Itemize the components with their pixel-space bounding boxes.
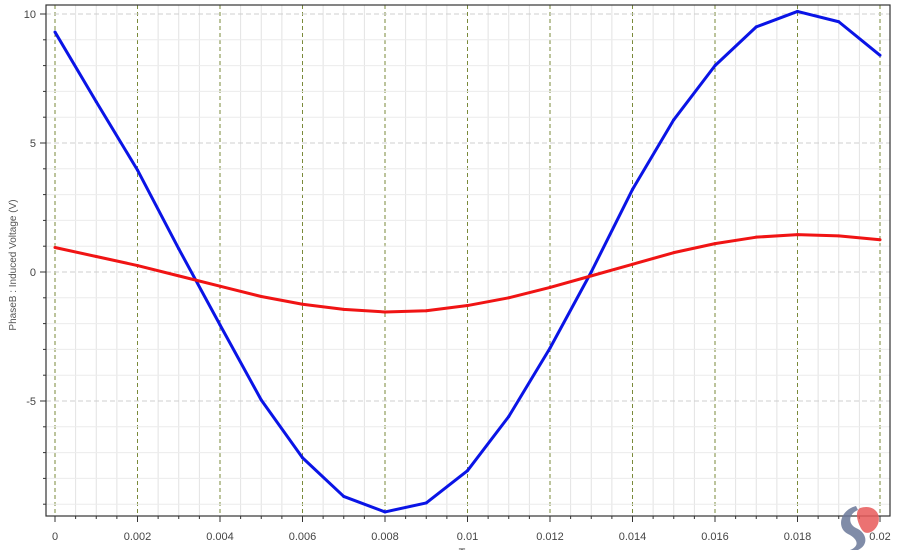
data-point: [631, 262, 634, 266]
y-axis-label: PhaseB : Induced Voltage (V): [8, 199, 19, 330]
data-point: [177, 247, 181, 251]
y-tick-label: 0: [30, 267, 36, 279]
data-point: [218, 323, 222, 327]
data-point: [259, 295, 263, 299]
data-point: [383, 310, 387, 314]
data-point: [342, 307, 346, 311]
x-tick-label: 0.006: [289, 531, 317, 543]
x-tick-label: 0: [52, 531, 58, 543]
data-point: [94, 100, 98, 104]
data-point: [713, 242, 717, 246]
data-point: [136, 264, 139, 268]
data-point: [53, 30, 57, 34]
watermark-logo-icon: [841, 506, 879, 550]
x-tick-label: 0.016: [701, 531, 729, 543]
data-point: [631, 187, 634, 191]
data-point: [301, 456, 304, 460]
data-point: [259, 398, 263, 402]
data-point: [672, 118, 676, 122]
x-tick-label: 0.01: [457, 531, 478, 543]
series: [53, 9, 882, 514]
data-point: [342, 494, 346, 498]
data-point: [94, 255, 98, 259]
data-point: [878, 53, 882, 57]
data-point: [878, 238, 882, 242]
data-point: [53, 245, 57, 249]
x-tick-label: 0.008: [371, 531, 399, 543]
x-tick-label: 0.004: [206, 531, 234, 543]
data-point: [424, 309, 428, 313]
y-tick-label: 5: [30, 138, 36, 150]
data-point: [177, 274, 181, 278]
data-point: [383, 510, 387, 514]
x-tick-label: 0.012: [536, 531, 564, 543]
data-point: [301, 302, 304, 306]
data-point: [507, 414, 511, 418]
x-axis-label: T: [459, 547, 466, 550]
y-tick-label: 10: [24, 9, 36, 21]
data-point: [672, 251, 676, 255]
data-point: [548, 346, 552, 350]
data-point: [507, 296, 511, 300]
data-point: [136, 168, 139, 172]
data-point: [837, 234, 841, 238]
data-point: [548, 285, 552, 289]
data-point: [424, 501, 428, 505]
ticks: 0 0.002 0.004 0.006 0.008 0.01 0.012 0.014 0.016…: [24, 9, 891, 543]
data-point: [466, 469, 469, 473]
data-point: [796, 233, 799, 237]
data-point: [589, 274, 593, 278]
grid: [46, 5, 890, 516]
x-tick-label: 0.018: [784, 531, 812, 543]
data-point: [796, 9, 799, 13]
data-point: [589, 270, 593, 274]
x-tick-label: 0.02: [869, 531, 890, 543]
data-point: [218, 284, 222, 288]
data-point: [713, 64, 717, 68]
data-point: [754, 235, 758, 239]
data-point: [837, 20, 841, 24]
data-point: [754, 25, 758, 29]
y-tick-label: -5: [26, 396, 36, 408]
data-point: [466, 304, 469, 308]
x-tick-label: 0.002: [124, 531, 152, 543]
x-tick-label: 0.014: [619, 531, 647, 543]
